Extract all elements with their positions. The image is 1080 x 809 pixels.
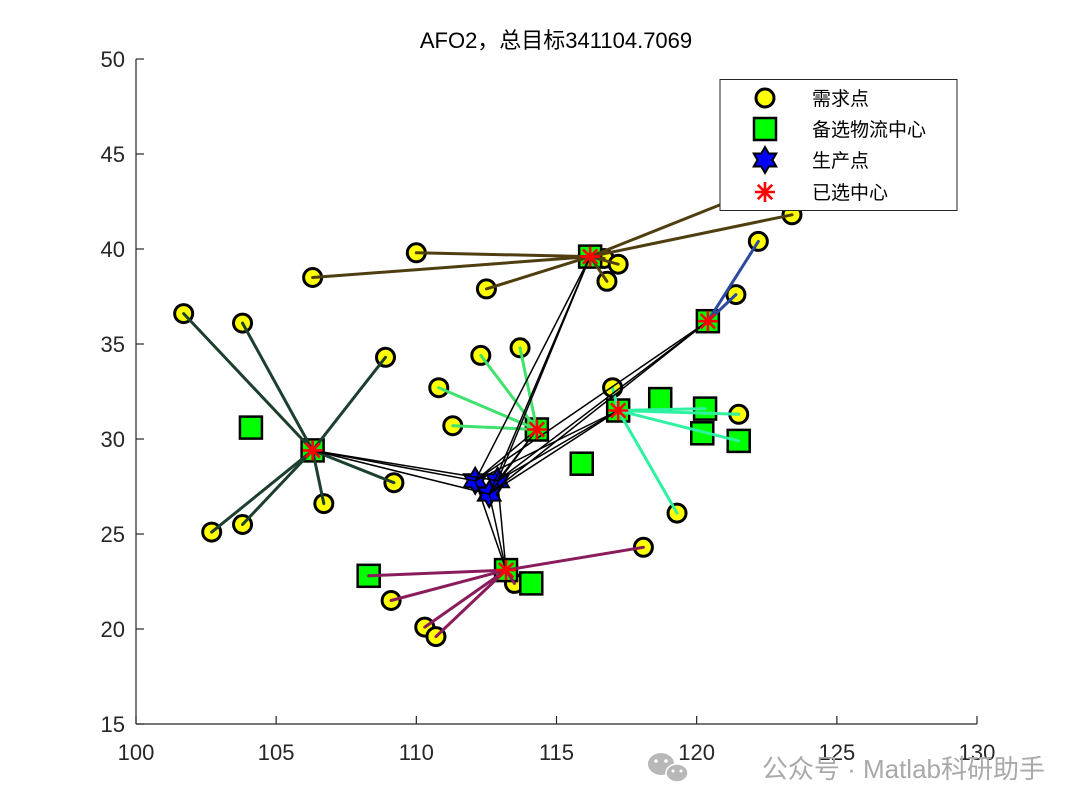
- y-tick-label: 40: [101, 237, 125, 262]
- asterisk-stroke: [582, 248, 599, 265]
- y-tick-label: 25: [101, 522, 125, 547]
- assignment-line: [616, 409, 679, 515]
- assignment-line: [706, 239, 760, 323]
- supply-route-line: [497, 320, 709, 482]
- wechat-icon: [648, 753, 689, 783]
- supply-route-line: [474, 256, 591, 482]
- assignment-line: [479, 353, 539, 431]
- legend-marker-candidate: [752, 116, 778, 142]
- x-tick-label: 105: [258, 740, 295, 765]
- supply-route-line: [474, 320, 709, 482]
- supply-route-line: [312, 449, 498, 482]
- assignment-line: [518, 346, 539, 431]
- candidate-center: [647, 386, 673, 412]
- wechat-bubble-small: [665, 763, 689, 783]
- assignment-line: [423, 568, 508, 629]
- legend-label-selected: 已选中心: [812, 182, 888, 204]
- assignment-line: [367, 568, 508, 578]
- assignment-line: [588, 213, 794, 259]
- assignment-line: [504, 545, 645, 572]
- assignment-line: [616, 407, 707, 412]
- selected-center-marker: [580, 246, 601, 267]
- y-tick-label: 20: [101, 617, 125, 642]
- assignment-line: [311, 255, 592, 279]
- supply-route-line: [488, 409, 619, 495]
- supply-route-line: [488, 256, 591, 495]
- asterisk-stroke: [756, 183, 774, 201]
- assignment-line: [241, 448, 315, 526]
- watermark-text: 公众号 · Matlab科研助手: [762, 754, 1045, 784]
- assignment-line: [451, 424, 539, 431]
- supply-route-line: [488, 429, 538, 495]
- selected-centers: [302, 246, 718, 581]
- legend-label-candidate: 备选物流中心: [812, 119, 926, 141]
- legend-marker-demand: [754, 87, 776, 109]
- x-tick-label: 120: [678, 740, 715, 765]
- assignment-line: [311, 448, 396, 485]
- selected-center-marker: [526, 419, 547, 440]
- assignment-line: [311, 448, 326, 506]
- assignment-line: [616, 409, 741, 443]
- wechat-eye: [679, 769, 683, 773]
- wechat-eye: [671, 769, 675, 773]
- supply-route-lines: [312, 256, 709, 571]
- asterisk-stroke: [610, 402, 627, 419]
- legend: 需求点 备选物流中心 生产点 已选中心: [719, 79, 958, 211]
- legend-markers: [752, 87, 778, 202]
- y-tick-label: 35: [101, 332, 125, 357]
- x-tick-label: 115: [539, 740, 574, 765]
- assignment-line: [434, 568, 508, 639]
- axes: 100 105 110 115 120 125 130 15 20 25 30 35 40 45 50: [101, 47, 996, 765]
- supply-route-line: [488, 320, 709, 495]
- selected-center-marker: [302, 440, 323, 461]
- assignment-line: [210, 448, 315, 534]
- candidate-center: [519, 571, 544, 596]
- assignment-line: [311, 355, 387, 452]
- supply-route-line: [488, 493, 507, 571]
- wechat-eye: [654, 759, 658, 763]
- assignment-line: [484, 255, 592, 291]
- candidate-center: [569, 451, 594, 476]
- supply-route-line: [474, 480, 507, 571]
- legend-label-production: 生产点: [812, 150, 869, 172]
- asterisk-stroke: [699, 313, 716, 330]
- x-tick-label: 130: [959, 740, 996, 765]
- supply-route-line: [497, 409, 619, 482]
- asterisk-stroke: [497, 561, 515, 579]
- x-tick-label: 125: [818, 740, 855, 765]
- assignment-lines: [182, 179, 794, 639]
- y-tick-label: 45: [101, 142, 125, 167]
- candidate-center: [238, 415, 264, 440]
- supply-route-line: [474, 409, 619, 482]
- legend-marker-production: [752, 144, 778, 176]
- supply-route-line: [312, 449, 490, 495]
- assignment-line: [414, 251, 592, 259]
- assignment-line: [182, 312, 315, 452]
- legend-marker-selected: [755, 182, 775, 202]
- selected-center-marker: [608, 400, 629, 421]
- y-tick-label: 50: [101, 47, 125, 72]
- wechat-eye: [664, 759, 668, 763]
- x-tick-label: 110: [399, 740, 434, 765]
- selected-center-marker: [697, 311, 718, 332]
- asterisk-stroke: [528, 421, 545, 438]
- y-tick-label: 15: [101, 712, 125, 737]
- x-tick-label: 100: [118, 740, 155, 765]
- chart-title: AFO2，总目标341104.7069: [420, 28, 692, 53]
- assignment-line: [437, 386, 539, 431]
- y-tick-label: 30: [101, 427, 125, 452]
- legend-label-demand: 需求点: [812, 88, 869, 110]
- assignment-line: [389, 568, 508, 602]
- selected-center-marker: [496, 560, 517, 581]
- asterisk-stroke: [304, 442, 321, 459]
- assignment-line: [241, 321, 315, 452]
- watermark: 公众号 · Matlab科研助手: [648, 753, 1045, 784]
- supply-route-line: [496, 480, 507, 571]
